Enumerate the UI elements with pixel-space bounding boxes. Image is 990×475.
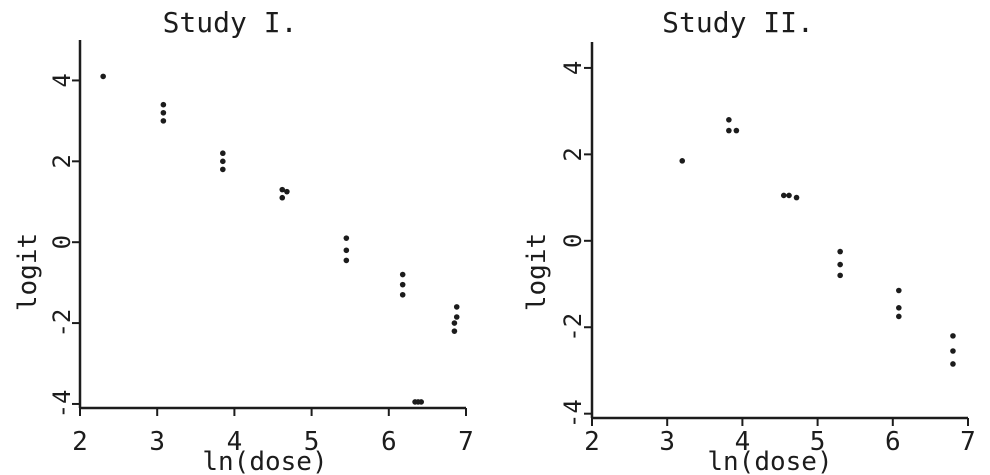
data-point (220, 158, 226, 165)
panel-study-1: Study I. 2 3 4 5 6 7 -4 -2 0 2 4 ln(dose) logit (13, 6, 474, 475)
y-tick-label: -4 (48, 390, 76, 419)
data-point (343, 247, 350, 254)
x-axis-label: ln(dose) (707, 447, 832, 475)
y-tick-label: -2 (559, 313, 587, 342)
data-point (837, 248, 843, 255)
data-point (896, 287, 902, 294)
ticks: 2 3 4 5 6 7 -4 -2 0 2 4 (559, 61, 976, 457)
x-tick-label: 3 (659, 427, 675, 457)
y-axis-label: logit (13, 233, 43, 311)
x-tick-label: 3 (149, 427, 165, 457)
data-point (160, 101, 167, 108)
data-point (399, 291, 406, 298)
y-tick-label: 2 (559, 147, 587, 161)
chart-title: Study I. (163, 6, 298, 39)
x-tick-label: 5 (810, 427, 826, 457)
data-point (220, 150, 226, 157)
axes (590, 42, 968, 420)
data-point (343, 235, 350, 241)
data-point (399, 281, 406, 288)
data-point (418, 399, 425, 405)
x-tick-label: 7 (960, 427, 976, 457)
chart-title: Study II. (662, 6, 814, 39)
data-point (950, 361, 956, 367)
data-point (451, 328, 458, 334)
data-point (793, 194, 800, 201)
data-point (279, 186, 286, 193)
data-point (160, 109, 167, 116)
x-tick-label: 5 (304, 427, 320, 457)
data-point (100, 73, 106, 80)
data-point (837, 261, 843, 268)
data-point (733, 127, 740, 134)
data-point (896, 313, 902, 320)
y-axis-label: logit (522, 233, 552, 311)
y-tick-label: 4 (48, 73, 76, 87)
data-point (786, 192, 792, 199)
panel-study-2: Study II. 2 3 4 5 6 7 -4 -2 0 2 4 ln(dose) logit (522, 6, 976, 475)
data-point (451, 320, 458, 326)
data-point (284, 188, 290, 195)
x-tick-label: 2 (584, 427, 600, 457)
axes (78, 40, 466, 410)
data-point (679, 158, 686, 164)
data-point (726, 116, 732, 123)
y-tick-label: -4 (559, 399, 587, 428)
data-point (780, 192, 787, 199)
y-tick-label: 0 (559, 234, 587, 248)
y-tick-label: -2 (48, 309, 76, 338)
data-point (453, 314, 460, 320)
data-point (950, 333, 956, 339)
x-axis-label: ln(dose) (202, 447, 327, 475)
y-tick-label: 0 (48, 235, 76, 249)
x-tick-label: 2 (72, 427, 88, 457)
x-tick-label: 7 (458, 427, 474, 457)
data-point (343, 257, 350, 264)
x-tick-label: 6 (885, 427, 901, 457)
data-point (950, 348, 956, 354)
x-tick-label: 6 (381, 427, 397, 457)
data-point (726, 127, 732, 134)
x-tick-label: 4 (227, 427, 243, 457)
x-tick-label: 4 (735, 427, 751, 457)
data-point (160, 118, 167, 124)
data-point (399, 271, 406, 278)
data-point (896, 304, 902, 311)
data-points (679, 116, 956, 367)
ticks: 2 3 4 5 6 7 -4 -2 0 2 4 (48, 73, 474, 457)
data-point (837, 272, 843, 279)
y-tick-label: 2 (48, 154, 76, 168)
data-point (220, 166, 226, 173)
data-points (100, 73, 460, 405)
y-tick-label: 4 (559, 61, 587, 75)
data-point (453, 304, 460, 310)
data-point (279, 194, 286, 201)
